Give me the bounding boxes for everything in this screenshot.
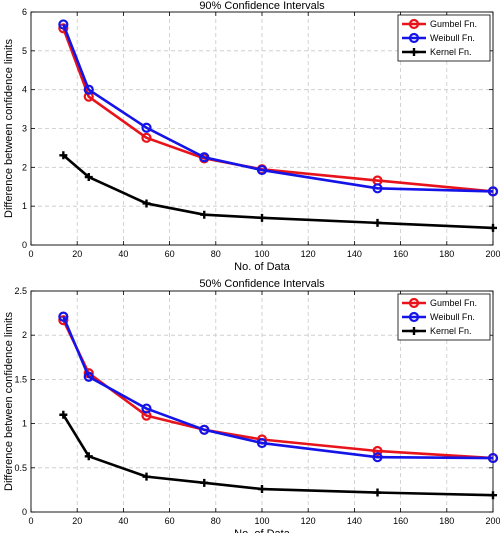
x-tick-label: 40 [118, 516, 128, 526]
x-tick-label: 100 [254, 516, 269, 526]
series-line [62, 316, 494, 460]
x-tick-label: 60 [165, 249, 175, 259]
data-point [489, 491, 497, 500]
data-point [59, 151, 68, 160]
data-point [84, 173, 93, 182]
x-tick-label: 80 [211, 516, 221, 526]
x-tick-label: 180 [439, 516, 454, 526]
data-point [258, 213, 266, 222]
x-axis-label: No. of Data [234, 261, 291, 273]
data-point [256, 164, 268, 176]
data-point [489, 223, 497, 232]
y-tick-label: 0 [22, 240, 27, 250]
y-tick-label: 5 [22, 46, 27, 56]
series-line [62, 23, 494, 193]
data-point [59, 410, 68, 419]
data-point [141, 132, 152, 143]
x-tick-label: 160 [393, 249, 408, 259]
y-tick-label: 1 [22, 201, 27, 211]
y-tick-label: 4 [22, 85, 27, 95]
y-tick-label: 0 [22, 507, 27, 517]
x-tick-label: 0 [28, 516, 33, 526]
data-point [199, 424, 210, 435]
data-point [141, 122, 152, 133]
legend-label: Weibull Fn. [430, 33, 475, 43]
data-point [84, 452, 93, 461]
x-tick-label: 80 [211, 249, 221, 259]
data-point [373, 218, 382, 227]
x-tick-label: 140 [347, 249, 362, 259]
x-tick-label: 120 [301, 249, 316, 259]
x-tick-label: 40 [118, 249, 128, 259]
data-point [199, 152, 210, 163]
data-point [258, 485, 266, 494]
data-point [58, 19, 69, 30]
legend-marker [408, 297, 420, 309]
x-tick-label: 140 [347, 516, 362, 526]
x-tick-label: 200 [485, 516, 500, 526]
x-axis-label: No. of Data [234, 528, 291, 533]
legend-marker [408, 32, 420, 44]
x-tick-label: 100 [254, 249, 269, 259]
y-tick-label: 2.5 [14, 286, 27, 296]
x-tick-label: 180 [439, 249, 454, 259]
x-tick-label: 20 [72, 249, 82, 259]
legend-marker [408, 311, 420, 323]
data-point [142, 199, 151, 208]
data-point [372, 445, 383, 457]
data-point [141, 403, 152, 414]
legend-label: Weibull Fn. [430, 312, 475, 322]
y-axis-label: Difference between confidence limits [3, 312, 15, 491]
data-point [83, 84, 94, 95]
y-tick-label: 2 [22, 330, 27, 340]
x-tick-label: 20 [72, 516, 82, 526]
data-point [58, 315, 69, 326]
legend-label: Kernel Fn. [430, 47, 472, 57]
y-tick-label: 6 [22, 7, 27, 17]
plot-frame [30, 11, 494, 246]
y-tick-label: 0.5 [14, 463, 27, 473]
x-tick-label: 60 [165, 516, 175, 526]
y-tick-label: 3 [22, 124, 27, 134]
x-tick-label: 120 [301, 516, 316, 526]
data-point [83, 371, 94, 382]
data-point [142, 472, 151, 481]
plot-frame [30, 290, 494, 513]
data-point [373, 488, 382, 497]
legend-marker [410, 327, 418, 335]
y-tick-label: 2 [22, 162, 27, 172]
data-point [487, 452, 499, 464]
legend-label: Gumbel Fn. [430, 298, 477, 308]
y-tick-label: 1 [22, 419, 27, 429]
x-tick-label: 200 [485, 249, 500, 259]
legend-marker [410, 48, 418, 56]
x-tick-label: 160 [393, 516, 408, 526]
data-point [256, 437, 268, 449]
x-tick-label: 0 [28, 249, 33, 259]
legend-label: Kernel Fn. [430, 326, 472, 336]
data-point [372, 183, 383, 194]
y-tick-label: 1.5 [14, 374, 27, 384]
chart-title: 90% Confidence Intervals [199, 0, 325, 12]
y-axis-label: Difference between confidence limits [3, 39, 15, 218]
chart-title: 50% Confidence Intervals [199, 278, 325, 290]
chart-90-percent: 0 20 40 60 80 100 120 140 160 180 200 0 1 2 3 4 5 6 90% Co… [3, 0, 500, 273]
data-point [58, 311, 69, 322]
chart-50-percent: 0 20 40 60 80 100 120 140 160 180 200 0 0.5 1 1.5 2 2.5 5… [3, 278, 500, 533]
legend-marker [408, 18, 420, 30]
data-point [200, 210, 209, 219]
data-point [487, 186, 499, 197]
legend-label: Gumbel Fn. [430, 19, 477, 29]
data-point [200, 478, 209, 487]
data-point [58, 23, 69, 34]
data-point [372, 452, 383, 463]
